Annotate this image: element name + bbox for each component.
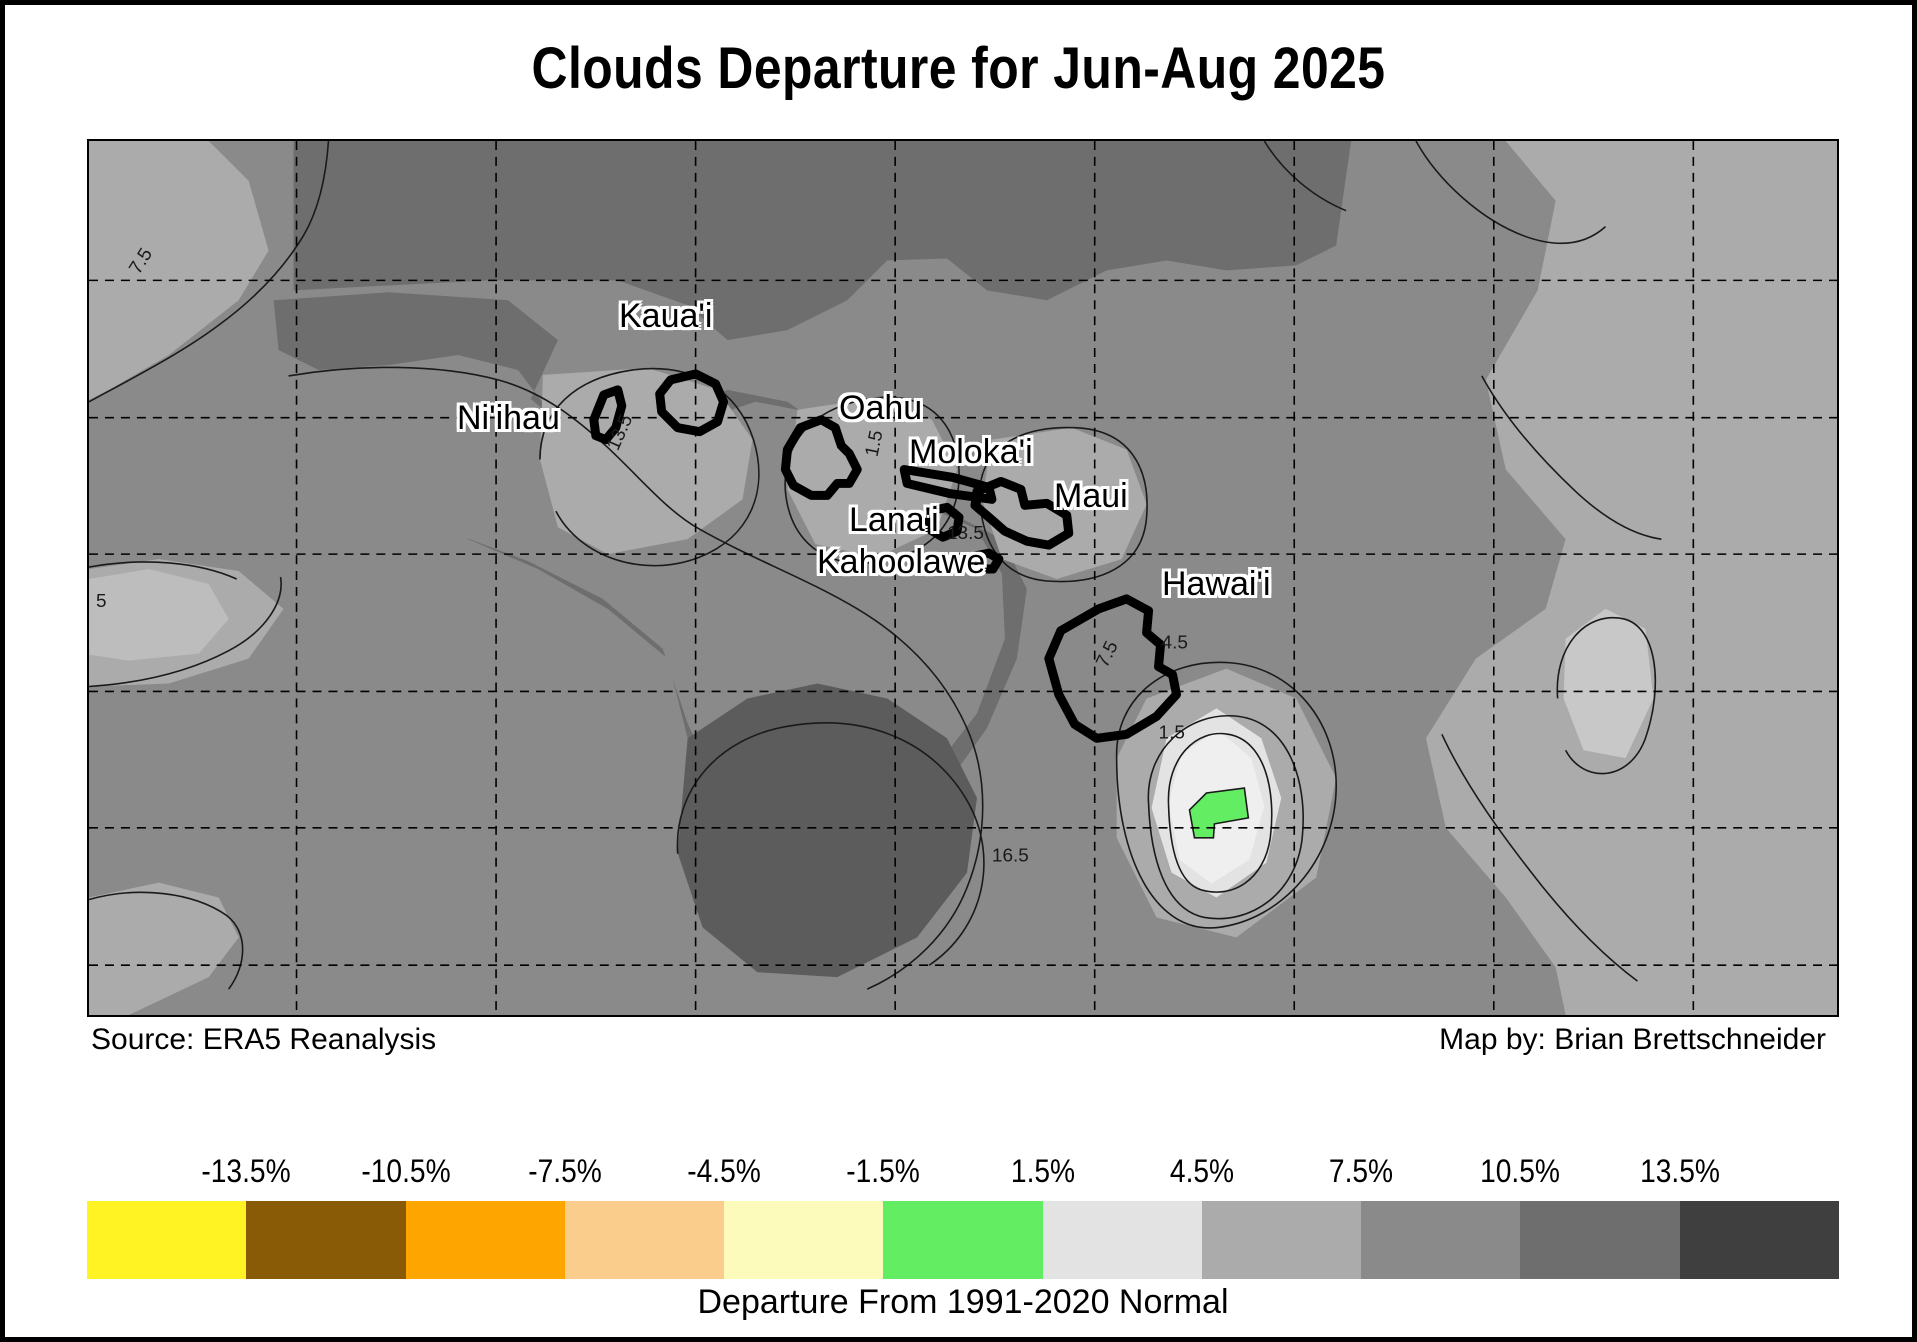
colorbar-tick-9: 13.5% bbox=[1639, 1153, 1720, 1189]
colorbar-tick-3: -4.5% bbox=[687, 1153, 761, 1189]
colorbar-caption: Departure From 1991-2020 Normal bbox=[697, 1283, 1229, 1321]
colorbar-tick-7: 7.5% bbox=[1329, 1153, 1394, 1189]
outline-niihau bbox=[589, 385, 627, 445]
fill-band-green bbox=[1189, 788, 1249, 838]
author-credit: Map by: Brian Brettschneider bbox=[1439, 1023, 1826, 1056]
outline-kahoolawe bbox=[964, 548, 1004, 574]
colorbar-swatch-6[interactable] bbox=[1042, 1201, 1202, 1279]
fill-patch-left bbox=[89, 569, 229, 661]
island-label-molokai: Moloka'i bbox=[909, 433, 1033, 471]
colorbar-swatch-0[interactable] bbox=[87, 1201, 247, 1279]
island-label-lanai: Lana'i bbox=[849, 501, 939, 539]
svg-text:5: 5 bbox=[96, 591, 107, 612]
fill-band-7p5-c bbox=[89, 882, 239, 1015]
colorbar-swatch-5[interactable] bbox=[883, 1201, 1043, 1279]
colorbar-swatch-1[interactable] bbox=[246, 1201, 406, 1279]
fill-band-7p5-d bbox=[1415, 141, 1837, 1015]
island-label-maui: Maui bbox=[1054, 477, 1128, 515]
colorbar-tick-5: 1.5% bbox=[1010, 1153, 1075, 1189]
svg-text:16.5: 16.5 bbox=[992, 846, 1029, 867]
graticule bbox=[89, 141, 1837, 1015]
colorbar-swatch-2[interactable] bbox=[405, 1201, 565, 1279]
colorbar-swatch-10[interactable] bbox=[1679, 1201, 1839, 1279]
map-panel[interactable]: 7.5 5 13.5 1.5 13.5 16.5 7.5 4.5 1.5 Kau… bbox=[87, 139, 1839, 1017]
outline-kauai bbox=[655, 369, 729, 437]
fill-band-16p5 bbox=[677, 683, 977, 978]
colorbar-swatch-8[interactable] bbox=[1361, 1201, 1521, 1279]
svg-text:1.5: 1.5 bbox=[1159, 722, 1185, 743]
colorbar-tick-8: 10.5% bbox=[1480, 1153, 1561, 1189]
colorbar-tick-0: -13.5% bbox=[201, 1153, 291, 1189]
colorbar-swatch-7[interactable] bbox=[1201, 1201, 1362, 1279]
island-label-kahoolawe: Kahoolawe bbox=[817, 543, 986, 581]
outline-molokai bbox=[899, 465, 997, 504]
svg-text:13.5: 13.5 bbox=[947, 523, 984, 544]
outline-maui bbox=[970, 476, 1074, 550]
colorbar-ticks: -13.5% -10.5% -7.5% -4.5% -1.5% 1.5% 4.5% 7.5% 1… bbox=[87, 1149, 1839, 1193]
outline-hawaii bbox=[1044, 594, 1182, 743]
island-label-niihau: Ni'ihau bbox=[457, 399, 560, 437]
island-label-kauai: Kaua'i bbox=[619, 297, 713, 335]
colorbar-tick-2: -7.5% bbox=[528, 1153, 602, 1189]
outline-oahu bbox=[780, 415, 862, 500]
island-outlines bbox=[589, 369, 1182, 743]
fill-band-7p5 bbox=[89, 141, 269, 400]
colorbar-tick-6: 4.5% bbox=[1169, 1153, 1234, 1189]
colorbar-swatch-9[interactable] bbox=[1520, 1201, 1680, 1279]
source-credit: Source: ERA5 Reanalysis bbox=[91, 1023, 437, 1056]
outline-lanai bbox=[924, 502, 964, 542]
fill-patch-oahu bbox=[787, 397, 958, 558]
fill-band-13p5-a bbox=[293, 141, 1352, 341]
page-title: Clouds Departure for Jun-Aug 2025 bbox=[531, 36, 1386, 101]
colorbar[interactable]: -13.5% -10.5% -7.5% -4.5% -1.5% 1.5% 4.5% 7.5% 1… bbox=[87, 1153, 1839, 1321]
island-label-oahu: Oahu bbox=[839, 389, 923, 427]
colorbar-swatches[interactable] bbox=[87, 1201, 1839, 1279]
colorbar-tick-1: -10.5% bbox=[360, 1153, 451, 1189]
svg-text:4.5: 4.5 bbox=[1162, 633, 1188, 654]
contour-map[interactable]: 7.5 5 13.5 1.5 13.5 16.5 7.5 4.5 1.5 bbox=[89, 141, 1837, 1015]
colorbar-swatch-4[interactable] bbox=[724, 1201, 884, 1279]
colorbar-swatch-3[interactable] bbox=[564, 1201, 725, 1279]
colorbar-tick-4: -1.5% bbox=[846, 1153, 921, 1189]
island-label-hawaii: Hawai'i bbox=[1162, 565, 1271, 603]
fill-patch-right bbox=[1563, 608, 1654, 759]
